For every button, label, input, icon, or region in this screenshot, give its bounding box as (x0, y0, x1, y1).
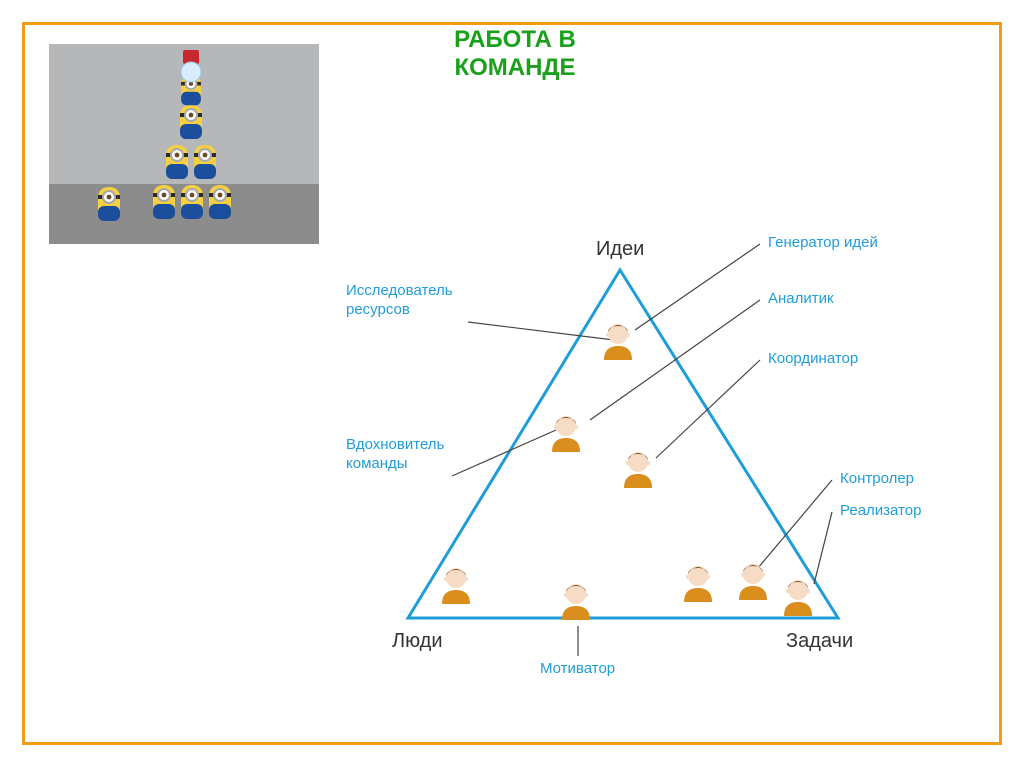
connector-coord (656, 360, 760, 458)
role-label-anal: Аналитик (768, 290, 834, 309)
person-icon (438, 564, 474, 608)
vertex-label-left: Люди (392, 630, 443, 653)
person-icon (780, 576, 816, 620)
slide-title: РАБОТА В КОМАНДЕ (410, 26, 620, 82)
title-line1: РАБОТА В (454, 26, 576, 53)
title-line2: КОМАНДЕ (454, 54, 575, 81)
connector-res (468, 322, 614, 340)
connector-real (814, 512, 832, 584)
role-label-gen: Генератор идей (768, 234, 878, 253)
role-label-real: Реализатор (840, 502, 921, 521)
person-icon (680, 562, 716, 606)
person-icon (620, 448, 656, 492)
role-label-insp: Вдохновитель команды (346, 436, 444, 474)
person-icon (548, 412, 584, 456)
person-icon (558, 580, 594, 624)
connector-insp (452, 430, 556, 476)
role-label-res: Исследователь ресурсов (346, 282, 453, 320)
teamwork-photo-svg (49, 44, 319, 244)
person-icon (735, 560, 771, 604)
role-label-ctrl: Контролер (840, 470, 914, 489)
vertex-label-right: Задачи (786, 630, 853, 653)
connector-gen (635, 244, 760, 330)
teamwork-photo (49, 44, 319, 244)
vertex-label-top: Идеи (596, 238, 644, 261)
team-roles-diagram: Идеи Люди Задачи Генератор идей Аналитик Коор… (330, 230, 970, 700)
person-icon (600, 320, 636, 364)
role-label-coord: Координатор (768, 350, 858, 369)
role-label-motiv: Мотиватор (540, 660, 615, 679)
